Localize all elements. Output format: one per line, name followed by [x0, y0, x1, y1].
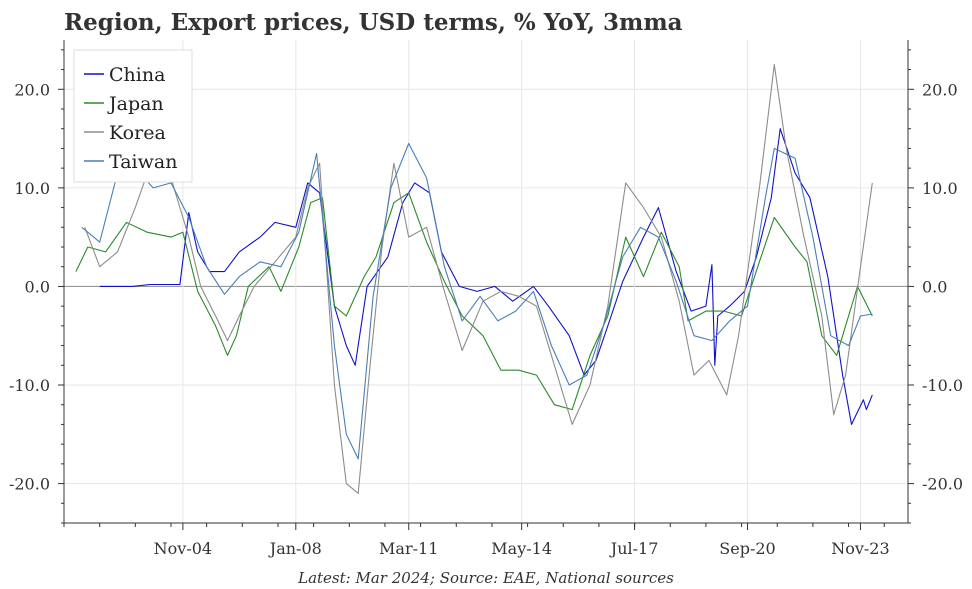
- legend-label-japan: Japan: [107, 93, 164, 115]
- x-tick-label: Sep-20: [719, 539, 775, 558]
- series-line-china: [99, 128, 873, 425]
- y-tick-label-left: 20.0: [14, 80, 50, 99]
- tick-labels: 20.0 20.0 10.0 10.0 0.0 0.0 -10.0 -10.0 -20.0 -20…: [9, 49, 963, 558]
- x-tick-label: Jan-08: [268, 539, 322, 558]
- y-tick-label-left: 0.0: [25, 277, 50, 296]
- series-line-korea: [84, 64, 873, 494]
- x-tick-label: Jul-17: [609, 539, 659, 558]
- legend-box: [73, 49, 193, 183]
- x-tick-label: Mar-11: [379, 539, 438, 558]
- y-tick-label-right: 20.0: [922, 80, 958, 99]
- y-tick-label-right: 0.0: [922, 277, 947, 296]
- series-line-taiwan: [81, 142, 873, 460]
- legend-label-korea: Korea: [109, 122, 166, 144]
- legend: China Japan Korea Taiwan: [73, 49, 193, 183]
- x-tick-label: May-14: [491, 539, 552, 558]
- chart-footer: Latest: Mar 2024; Source: EAE, National …: [297, 569, 674, 587]
- x-tick-label: Nov-23: [831, 539, 889, 558]
- series-lines: [75, 64, 873, 494]
- y-tick-label-right: 10.0: [922, 179, 958, 198]
- y-tick-label-right: -10.0: [922, 376, 963, 395]
- y-tick-label-left: 10.0: [14, 179, 50, 198]
- y-tick-label-left: -20.0: [9, 475, 50, 494]
- x-tick-label: Nov-04: [154, 539, 212, 558]
- y-tick-label-right: -20.0: [922, 475, 963, 494]
- legend-label-taiwan: Taiwan: [109, 151, 177, 173]
- y-tick-label-left: -10.0: [9, 376, 50, 395]
- chart-title: Region, Export prices, USD terms, % YoY,…: [64, 9, 683, 36]
- series-line-japan: [75, 192, 873, 411]
- legend-label-china: China: [109, 64, 165, 86]
